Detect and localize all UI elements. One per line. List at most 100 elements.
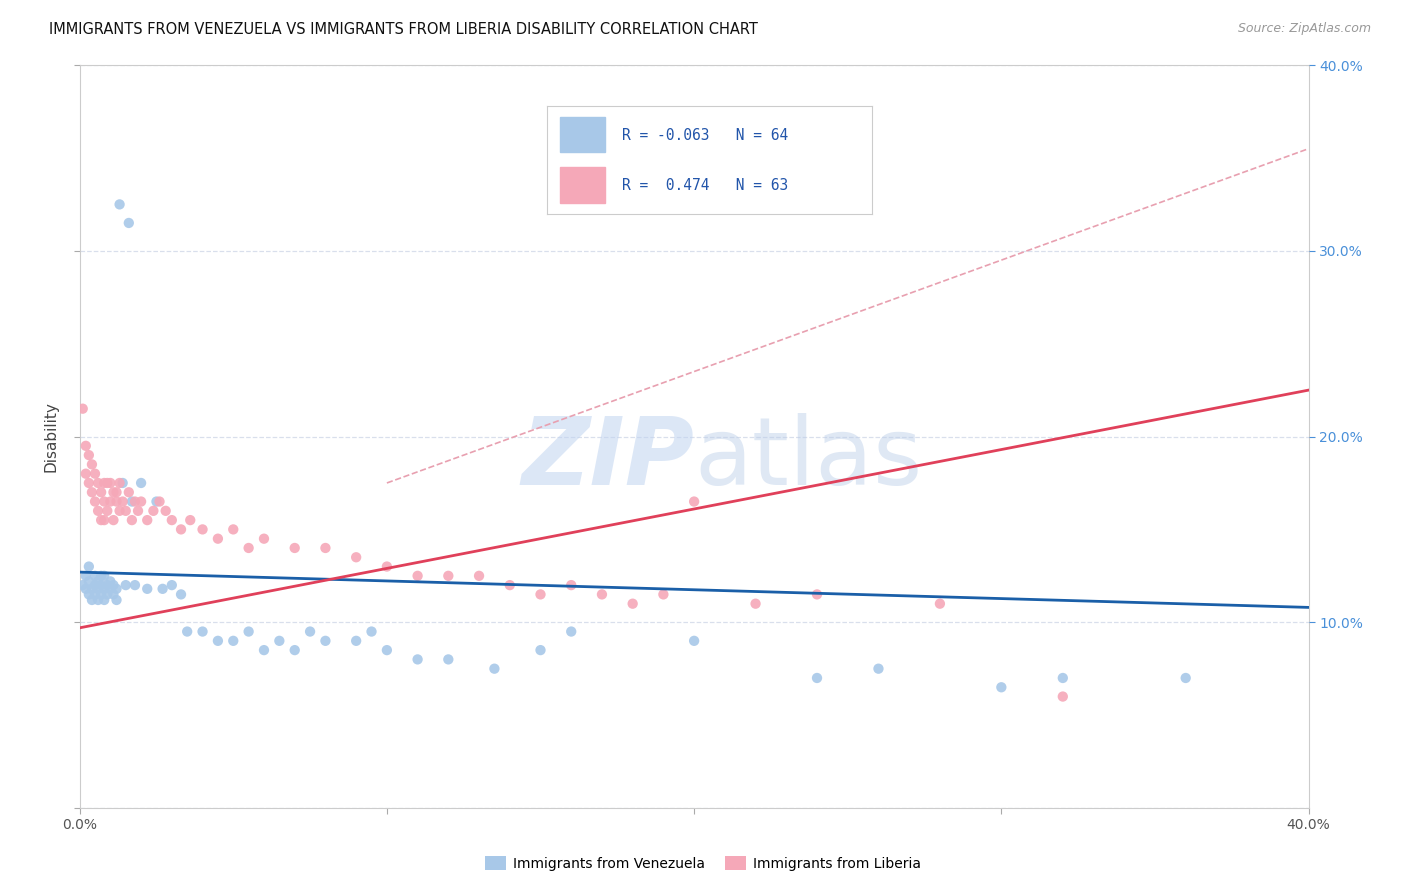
Point bbox=[77, 448, 100, 462]
Point bbox=[155, 504, 177, 518]
Point bbox=[114, 504, 136, 518]
Point bbox=[77, 587, 100, 601]
Point bbox=[100, 574, 122, 589]
Point bbox=[484, 662, 506, 676]
Point bbox=[868, 662, 890, 676]
Point bbox=[148, 494, 170, 508]
Point bbox=[207, 633, 229, 648]
Point bbox=[87, 475, 110, 490]
Point bbox=[990, 680, 1012, 694]
Point bbox=[191, 624, 214, 639]
Y-axis label: Disability: Disability bbox=[44, 401, 58, 472]
Point bbox=[253, 532, 276, 546]
Point bbox=[100, 582, 122, 596]
Point bbox=[77, 475, 100, 490]
Point bbox=[928, 597, 950, 611]
Point bbox=[191, 523, 214, 537]
Point bbox=[75, 582, 97, 596]
Point bbox=[1174, 671, 1197, 685]
Point bbox=[77, 574, 100, 589]
Point bbox=[121, 513, 143, 527]
Point bbox=[84, 467, 107, 481]
Point bbox=[84, 587, 107, 601]
Point bbox=[437, 652, 460, 666]
Point bbox=[72, 578, 94, 592]
Point bbox=[72, 401, 94, 416]
Point bbox=[87, 574, 110, 589]
Text: ZIP: ZIP bbox=[522, 413, 695, 505]
Point bbox=[222, 523, 245, 537]
Point bbox=[87, 582, 110, 596]
Point bbox=[652, 587, 675, 601]
Point bbox=[1052, 671, 1074, 685]
Point bbox=[314, 633, 336, 648]
Point bbox=[127, 504, 149, 518]
Point bbox=[96, 475, 118, 490]
Point bbox=[87, 593, 110, 607]
Point bbox=[105, 582, 128, 596]
Point bbox=[179, 513, 201, 527]
Point bbox=[529, 587, 551, 601]
Point bbox=[93, 569, 115, 583]
Point bbox=[683, 633, 706, 648]
Point bbox=[90, 587, 112, 601]
Point bbox=[170, 587, 193, 601]
Point bbox=[269, 633, 291, 648]
Point bbox=[103, 513, 125, 527]
Point bbox=[806, 587, 828, 601]
Point bbox=[80, 458, 103, 472]
Point bbox=[105, 494, 128, 508]
Point bbox=[284, 541, 307, 555]
Point bbox=[105, 593, 128, 607]
Point bbox=[437, 569, 460, 583]
Point bbox=[84, 569, 107, 583]
Point bbox=[103, 587, 125, 601]
Point bbox=[160, 578, 183, 592]
Point bbox=[683, 494, 706, 508]
Point bbox=[87, 504, 110, 518]
Point bbox=[591, 587, 613, 601]
Point bbox=[207, 532, 229, 546]
Point bbox=[124, 578, 146, 592]
Point bbox=[152, 582, 174, 596]
Point bbox=[375, 643, 398, 657]
Point bbox=[360, 624, 382, 639]
Point bbox=[90, 578, 112, 592]
Point bbox=[344, 633, 367, 648]
Point bbox=[806, 671, 828, 685]
Point bbox=[108, 504, 131, 518]
Point bbox=[314, 541, 336, 555]
Point bbox=[75, 467, 97, 481]
Point bbox=[80, 582, 103, 596]
Point bbox=[253, 643, 276, 657]
Point bbox=[103, 578, 125, 592]
Point bbox=[121, 494, 143, 508]
Point bbox=[93, 582, 115, 596]
Point bbox=[93, 513, 115, 527]
Point bbox=[222, 633, 245, 648]
Point bbox=[142, 504, 165, 518]
Point bbox=[499, 578, 522, 592]
Text: atlas: atlas bbox=[695, 413, 922, 505]
Point bbox=[100, 475, 122, 490]
Point bbox=[170, 523, 193, 537]
Point bbox=[118, 485, 141, 500]
Point bbox=[108, 475, 131, 490]
Point bbox=[406, 569, 429, 583]
Text: IMMIGRANTS FROM VENEZUELA VS IMMIGRANTS FROM LIBERIA DISABILITY CORRELATION CHAR: IMMIGRANTS FROM VENEZUELA VS IMMIGRANTS … bbox=[49, 22, 758, 37]
Point bbox=[744, 597, 766, 611]
Point bbox=[299, 624, 322, 639]
Point bbox=[124, 494, 146, 508]
Point bbox=[111, 494, 134, 508]
Point bbox=[80, 593, 103, 607]
Point bbox=[93, 475, 115, 490]
Point bbox=[145, 494, 167, 508]
Point bbox=[406, 652, 429, 666]
Point bbox=[80, 485, 103, 500]
Point bbox=[105, 485, 128, 500]
Point bbox=[284, 643, 307, 657]
Point bbox=[96, 587, 118, 601]
Point bbox=[238, 624, 260, 639]
Point bbox=[84, 494, 107, 508]
Point bbox=[93, 593, 115, 607]
